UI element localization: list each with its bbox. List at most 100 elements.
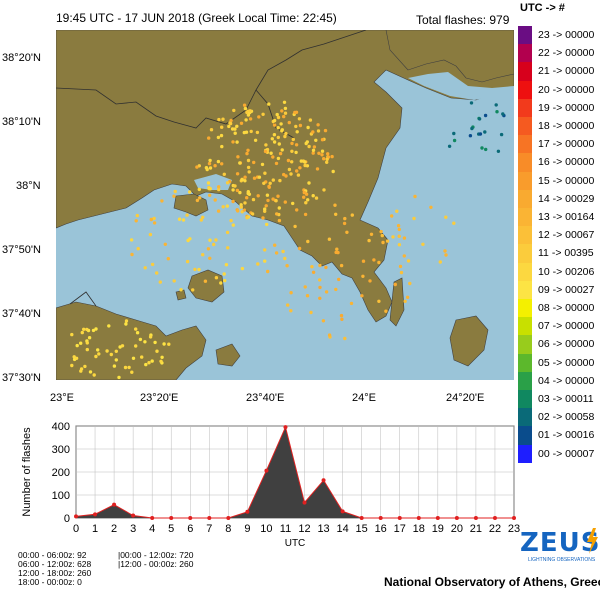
flash-dot <box>155 349 159 353</box>
flash-dot <box>284 131 288 136</box>
flash-dot <box>263 149 268 154</box>
data-point <box>169 516 174 520</box>
flash-dot <box>495 110 499 114</box>
flash-dot <box>412 216 416 221</box>
region-border <box>69 291 97 307</box>
data-point <box>454 516 459 520</box>
makronisos <box>389 277 405 327</box>
flash-dot <box>483 130 487 134</box>
data-point <box>397 516 402 520</box>
legend-swatch <box>518 117 532 136</box>
flash-dot <box>272 118 277 123</box>
flash-dot <box>242 208 246 212</box>
flash-dot <box>340 317 344 321</box>
flash-dot <box>272 133 277 137</box>
legend-swatch <box>518 262 532 281</box>
flash-dot <box>246 158 251 163</box>
flash-dot <box>245 196 249 200</box>
flash-dot <box>308 118 313 122</box>
series-area <box>76 427 514 518</box>
x-tick-label: 11 <box>280 523 291 535</box>
x-tick-label: 16 <box>375 523 387 535</box>
legend-item: 16 -> 00000 <box>518 153 600 172</box>
flash-dot <box>306 125 310 130</box>
flash-dot <box>148 335 153 339</box>
flash-dot <box>188 190 192 194</box>
flash-dot <box>291 137 295 142</box>
flash-dot <box>397 227 401 232</box>
flash-dot <box>235 140 239 144</box>
data-point <box>473 516 478 520</box>
flash-dot <box>173 189 177 194</box>
legend-swatch <box>518 280 532 299</box>
flash-dot <box>203 279 208 283</box>
flash-dot <box>207 161 212 166</box>
flash-dot <box>296 173 301 177</box>
legend-label: 21 -> 00000 <box>538 65 595 78</box>
data-point <box>150 516 155 520</box>
total-flashes: Total flashes: 979 <box>416 13 510 27</box>
legend-label: 04 -> 00000 <box>538 374 595 387</box>
flash-dot <box>114 349 118 353</box>
flash-dot <box>336 250 340 255</box>
flash-dot <box>247 192 252 196</box>
flash-dot <box>306 239 310 244</box>
flash-dot <box>311 151 315 155</box>
flash-dot <box>270 137 274 141</box>
flash-dot <box>216 135 221 140</box>
flash-dot <box>303 285 307 289</box>
flash-dot <box>257 115 261 119</box>
flash-dot <box>280 148 284 152</box>
flash-dot <box>317 151 321 155</box>
flash-dot <box>228 121 233 126</box>
flash-dot <box>134 344 138 348</box>
flash-dot <box>266 269 270 274</box>
flash-dot <box>179 288 183 292</box>
flash-dot <box>208 166 213 170</box>
legend-label: 00 -> 00007 <box>538 447 595 460</box>
flash-dot <box>333 203 337 207</box>
flash-dot <box>185 213 189 217</box>
flash-dot <box>263 259 267 263</box>
flash-dot <box>232 108 236 113</box>
flash-dot <box>307 181 311 185</box>
flash-dot <box>286 303 290 307</box>
flash-dot <box>198 196 202 200</box>
flash-dot <box>117 375 121 380</box>
flash-dot <box>140 355 144 359</box>
flash-dot <box>263 248 267 252</box>
flash-dot <box>214 276 219 280</box>
evia-channel <box>408 72 514 100</box>
data-point <box>112 502 117 507</box>
elefsina-gulf <box>194 174 232 190</box>
flash-dot <box>136 247 140 251</box>
flash-dot <box>372 258 376 262</box>
map-title: 19:45 UTC - 17 JUN 2018 (Greek Local Tim… <box>56 11 337 25</box>
flash-dot <box>289 309 293 313</box>
flash-dot <box>322 157 326 161</box>
legend-label: 19 -> 00000 <box>538 101 595 114</box>
data-point <box>283 425 288 430</box>
x-tick-label: 0 <box>73 523 79 535</box>
flash-dot <box>150 262 155 267</box>
flash-dot <box>231 223 235 227</box>
flash-dot <box>311 148 316 152</box>
flash-dot <box>246 190 250 194</box>
flash-dot <box>294 143 299 147</box>
data-point <box>226 516 231 520</box>
flash-dot <box>268 181 272 185</box>
flash-dot <box>311 130 315 134</box>
flash-dots <box>70 100 506 380</box>
data-point <box>245 509 250 514</box>
flash-dot <box>295 208 299 212</box>
flash-dot <box>251 197 256 202</box>
flash-dot <box>209 128 214 132</box>
flash-dot <box>85 341 89 345</box>
data-point <box>321 478 326 483</box>
flash-dot <box>94 327 98 331</box>
data-point <box>512 516 516 520</box>
flash-dot <box>83 364 87 369</box>
flash-dot <box>399 270 404 275</box>
flash-dot <box>291 201 295 206</box>
y-axis-label: Number of flashes <box>21 427 33 517</box>
